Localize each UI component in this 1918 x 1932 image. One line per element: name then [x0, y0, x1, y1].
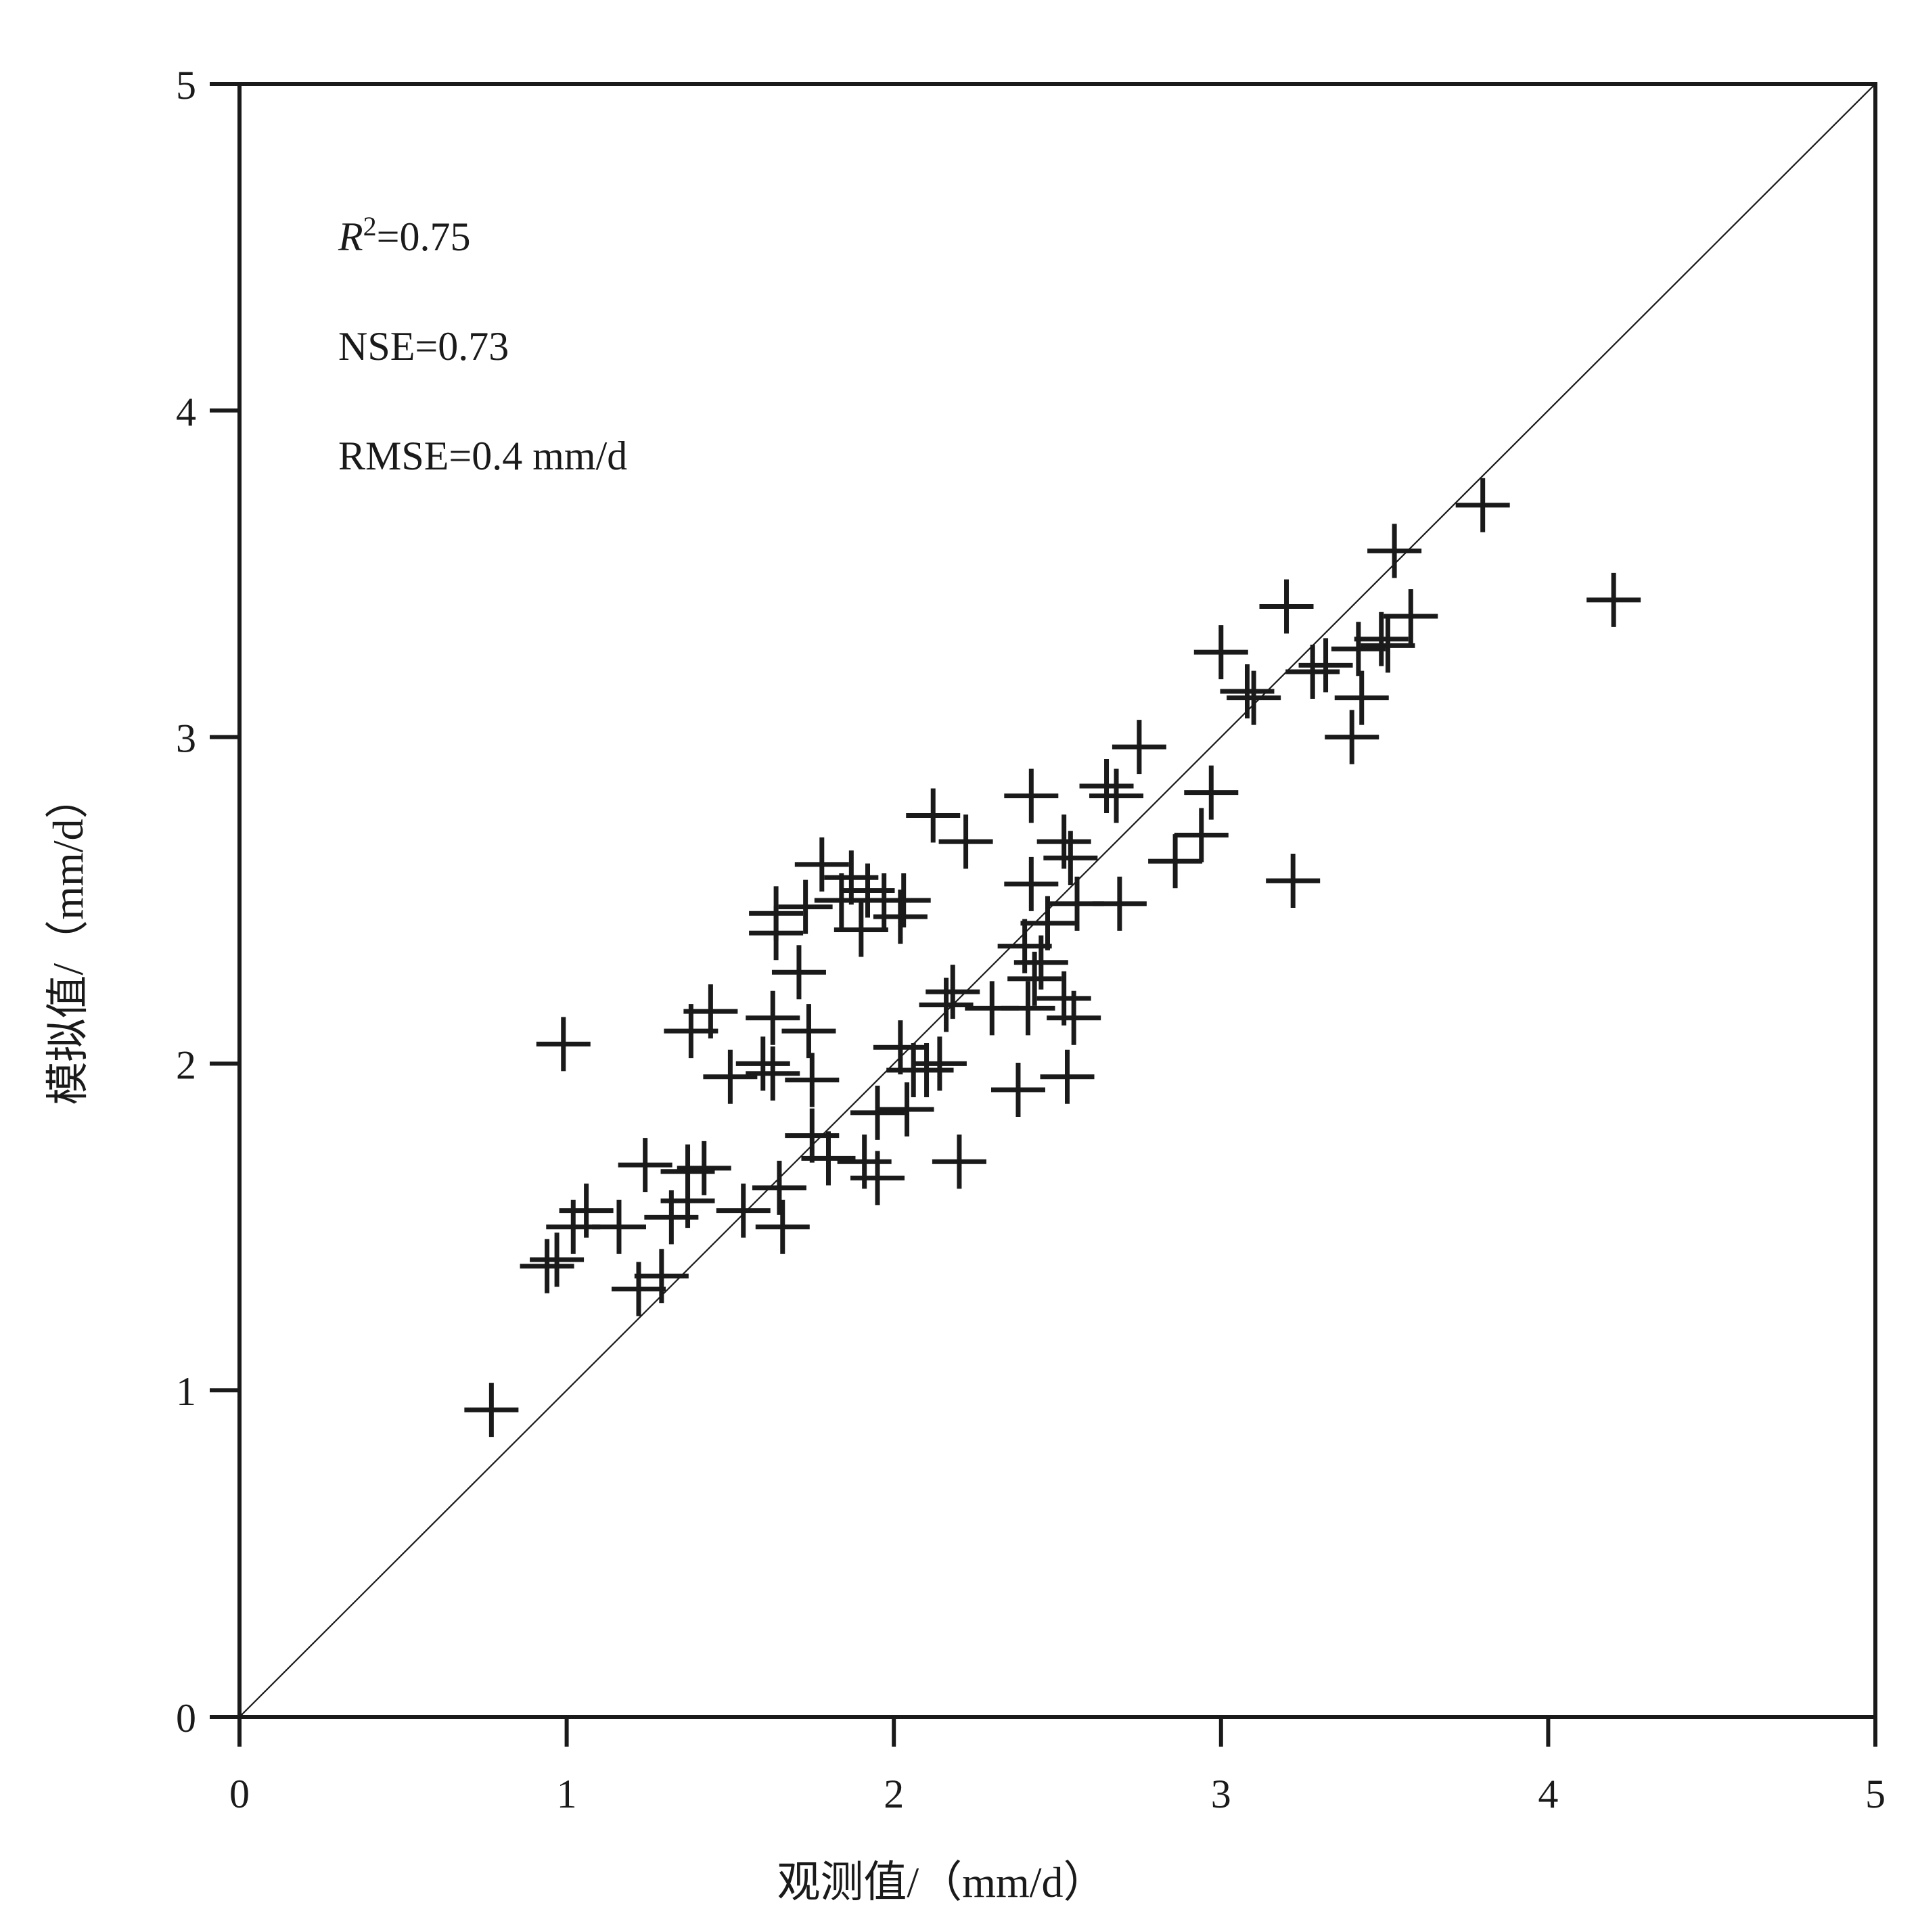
- data-point: [1266, 854, 1321, 908]
- data-point: [1148, 834, 1203, 889]
- data-point: [591, 1199, 646, 1254]
- data-point: [703, 1049, 758, 1104]
- data-point: [873, 1020, 928, 1075]
- data-point: [716, 1183, 771, 1238]
- data-point: [990, 1063, 1045, 1118]
- scatter-points: [464, 478, 1641, 1438]
- data-point: [618, 1138, 672, 1193]
- data-point: [1013, 935, 1068, 990]
- x-tick-label: 5: [1865, 1772, 1886, 1816]
- data-point: [1367, 524, 1422, 578]
- nse-annotation: NSE=0.73: [338, 324, 509, 369]
- data-point: [536, 1017, 591, 1072]
- data-point: [1331, 622, 1386, 676]
- axis-ticks: [210, 82, 1877, 1747]
- data-point: [778, 879, 833, 934]
- data-point: [1325, 710, 1379, 764]
- r2-symbol: R: [338, 214, 363, 259]
- data-point: [1361, 618, 1415, 673]
- data-point: [1455, 478, 1510, 532]
- r2-annotation: R2=0.75: [338, 211, 471, 259]
- x-tick-label: 0: [229, 1772, 250, 1816]
- data-point: [926, 965, 980, 1019]
- data-point: [749, 886, 804, 941]
- data-point: [746, 1046, 800, 1101]
- plot-frame: [237, 82, 1877, 1719]
- y-tick-label: 3: [176, 716, 196, 761]
- data-point: [1298, 638, 1353, 693]
- data-point: [932, 1134, 986, 1189]
- data-point: [611, 1262, 666, 1316]
- data-point: [1079, 759, 1134, 814]
- data-point: [794, 837, 849, 892]
- data-point: [530, 1233, 585, 1287]
- data-point: [771, 945, 826, 1000]
- data-point: [520, 1239, 574, 1293]
- y-tick-label: 1: [176, 1369, 196, 1414]
- x-axis-title: 观测值/（mm/d）: [777, 1858, 1106, 1906]
- data-point: [912, 1036, 967, 1091]
- y-tick-label: 2: [176, 1042, 196, 1087]
- data-point: [1227, 670, 1281, 725]
- data-point: [919, 978, 974, 1032]
- data-point: [683, 984, 738, 1039]
- data-point: [906, 788, 961, 843]
- data-point: [634, 1249, 689, 1304]
- data-point: [1043, 831, 1098, 886]
- r2-value: =0.75: [377, 214, 471, 259]
- data-point: [876, 873, 931, 927]
- data-point: [1193, 625, 1248, 680]
- data-point: [752, 1160, 806, 1215]
- data-point: [1112, 720, 1166, 775]
- data-point: [677, 1141, 731, 1195]
- y-axis-title: 模拟值/（mm/d）: [44, 775, 92, 1105]
- data-point: [1047, 990, 1101, 1045]
- data-point: [1259, 579, 1314, 634]
- rmse-annotation: RMSE=0.4 mm/d: [338, 434, 627, 478]
- data-point: [1089, 768, 1144, 823]
- y-tick-label: 4: [176, 390, 196, 434]
- data-point: [880, 1082, 934, 1136]
- data-point: [899, 1043, 954, 1098]
- x-tick-label: 2: [884, 1772, 904, 1816]
- data-point: [1174, 808, 1229, 862]
- axis-tick-labels: 0 1 2 3 4 5 0 1 2 3 4 5: [176, 63, 1886, 1816]
- data-point: [1004, 856, 1059, 911]
- data-point: [1586, 572, 1641, 627]
- data-point: [781, 1004, 836, 1059]
- data-point: [1334, 670, 1389, 725]
- data-point: [801, 1131, 856, 1186]
- data-point: [1001, 981, 1055, 1036]
- data-point: [1285, 645, 1340, 699]
- data-point: [1184, 765, 1239, 820]
- data-point: [850, 1085, 905, 1140]
- data-point: [1092, 876, 1147, 931]
- data-point: [1020, 896, 1075, 950]
- one-to-one-line: [239, 83, 1876, 1718]
- data-point: [850, 1151, 905, 1205]
- data-point: [746, 990, 800, 1045]
- data-point: [1004, 768, 1059, 823]
- data-point: [1220, 664, 1275, 719]
- x-tick-label: 4: [1538, 1772, 1558, 1816]
- y-tick-label: 5: [176, 63, 196, 108]
- data-point: [755, 1199, 810, 1254]
- data-point: [464, 1383, 519, 1438]
- data-point: [785, 1053, 840, 1107]
- data-point: [938, 814, 993, 869]
- x-tick-label: 3: [1211, 1772, 1231, 1816]
- data-point: [1354, 612, 1409, 666]
- data-point: [834, 902, 888, 957]
- data-point: [1040, 1049, 1095, 1104]
- r2-superscript: 2: [363, 211, 377, 242]
- data-point: [559, 1183, 614, 1238]
- data-point: [735, 1036, 790, 1091]
- data-point: [1384, 589, 1438, 643]
- x-tick-label: 1: [557, 1772, 577, 1816]
- y-tick-label: 0: [176, 1696, 196, 1741]
